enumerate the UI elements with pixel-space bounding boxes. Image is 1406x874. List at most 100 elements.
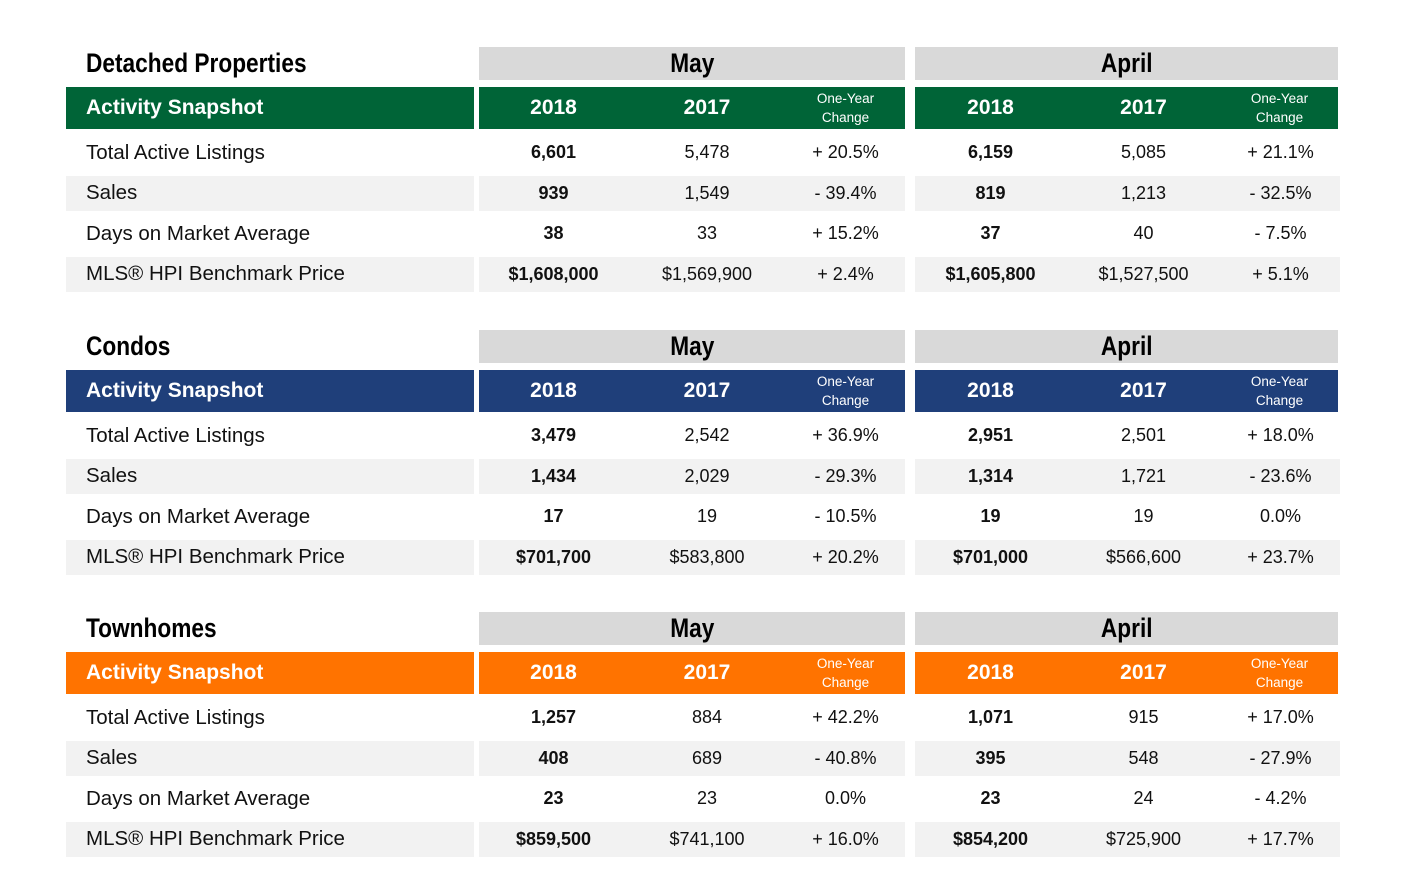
value-2018: 939	[479, 175, 628, 211]
header-band	[479, 87, 905, 129]
value-2018: 1,071	[967, 707, 1014, 727]
value-2018: $701,700	[479, 539, 628, 575]
month-label: April	[1100, 48, 1153, 78]
month-label: May	[669, 613, 715, 643]
one-year-change-header: One-Year Change	[786, 370, 905, 412]
value-2018: 37	[980, 223, 1001, 243]
change-line-1: One-Year	[816, 656, 875, 671]
change-line-1: One-Year	[1250, 374, 1309, 389]
value-change: + 5.1%	[1221, 256, 1340, 292]
row-label: Sales	[66, 458, 474, 494]
header-band	[915, 87, 1338, 129]
value-change: + 17.7%	[1221, 821, 1340, 857]
value-2018: 6,601	[530, 142, 577, 162]
month-header: April	[915, 330, 1338, 363]
value-2018: 6,159	[967, 142, 1014, 162]
value-2018: 17	[543, 506, 564, 526]
row-label: MLS® HPI Benchmark Price	[66, 821, 474, 857]
value-2017: $583,800	[628, 539, 786, 575]
year-2018-header: 2018	[530, 661, 577, 684]
value-change: - 4.2%	[1254, 788, 1307, 808]
value-2017: 33	[696, 223, 718, 243]
value-2018: 1,434	[479, 458, 628, 494]
value-2017: 23	[696, 788, 718, 808]
row-label: Total Active Listings	[86, 423, 265, 447]
value-change: + 18.0%	[1247, 425, 1314, 445]
value-2017: $1,527,500	[1066, 256, 1221, 292]
value-change: - 39.4%	[786, 175, 905, 211]
value-2018: $854,200	[915, 821, 1066, 857]
value-2017: 19	[1133, 506, 1154, 526]
year-2018-header: 2018	[530, 96, 577, 119]
value-change: - 10.5%	[814, 506, 877, 526]
activity-snapshot-header: Activity Snapshot	[66, 87, 474, 129]
change-line-2: Change	[821, 110, 870, 125]
value-change: - 23.6%	[1221, 458, 1340, 494]
value-change: + 20.2%	[786, 539, 905, 575]
year-2018-header: 2018	[967, 379, 1014, 402]
value-change: + 2.4%	[786, 256, 905, 292]
value-2017: 1,213	[1066, 175, 1221, 211]
value-change: + 21.1%	[1247, 142, 1314, 162]
value-2018: $859,500	[479, 821, 628, 857]
value-2017: 2,501	[1120, 425, 1167, 445]
value-2017: 1,721	[1066, 458, 1221, 494]
value-change: + 16.0%	[786, 821, 905, 857]
change-line-2: Change	[1255, 110, 1304, 125]
value-2017: 19	[696, 506, 718, 526]
month-header: May	[479, 330, 905, 363]
value-2018: 19	[980, 506, 1001, 526]
one-year-change-header: One-Year Change	[786, 87, 905, 129]
value-2017: 2,029	[628, 458, 786, 494]
header-band	[915, 652, 1338, 694]
year-2017-header: 2017	[1120, 96, 1167, 119]
activity-snapshot-header: Activity Snapshot	[66, 652, 474, 694]
value-2018: 38	[543, 223, 564, 243]
value-change: 0.0%	[1259, 506, 1302, 526]
row-label: Days on Market Average	[86, 221, 311, 245]
value-change: - 27.9%	[1221, 740, 1340, 776]
year-2017-header: 2017	[1120, 661, 1167, 684]
year-2017-header: 2017	[683, 661, 731, 684]
value-change: + 42.2%	[812, 707, 879, 727]
year-2018-header: 2018	[967, 661, 1014, 684]
value-2017: 915	[1128, 707, 1159, 727]
value-2018: 395	[915, 740, 1066, 776]
row-label: Sales	[66, 740, 474, 776]
value-2017: 5,085	[1120, 142, 1167, 162]
value-2017: 548	[1066, 740, 1221, 776]
value-2017: 5,478	[684, 142, 730, 162]
value-change: - 7.5%	[1254, 223, 1307, 243]
change-line-1: One-Year	[816, 374, 875, 389]
month-header: April	[915, 612, 1338, 645]
section-condos: Condos May April Activity Snapshot 2018 2017 O…	[0, 330, 1406, 592]
value-2018: 1,257	[530, 707, 577, 727]
month-label: April	[1100, 613, 1153, 643]
year-2017-header: 2017	[683, 379, 731, 402]
value-2017: 2,542	[684, 425, 730, 445]
month-label: May	[669, 331, 715, 361]
header-band	[479, 652, 905, 694]
value-2017: 1,549	[628, 175, 786, 211]
row-label: Days on Market Average	[86, 504, 311, 528]
year-2017-header: 2017	[1120, 379, 1167, 402]
change-line-2: Change	[821, 675, 870, 690]
change-line-1: One-Year	[1250, 656, 1309, 671]
value-2017: 24	[1133, 788, 1154, 808]
row-label: MLS® HPI Benchmark Price	[66, 539, 474, 575]
change-line-1: One-Year	[816, 91, 875, 106]
change-line-2: Change	[1255, 393, 1304, 408]
one-year-change-header: One-Year Change	[1221, 370, 1338, 412]
section-title: Detached Properties	[86, 48, 307, 78]
value-2018: $1,605,800	[915, 256, 1066, 292]
value-change: + 15.2%	[812, 223, 879, 243]
header-band	[915, 370, 1338, 412]
year-2018-header: 2018	[530, 379, 577, 402]
value-2017: $725,900	[1066, 821, 1221, 857]
value-2017: $1,569,900	[628, 256, 786, 292]
value-change: + 20.5%	[812, 142, 879, 162]
value-2017: 884	[691, 707, 723, 727]
value-change: 0.0%	[824, 788, 867, 808]
section-title: Condos	[86, 331, 171, 361]
month-header: May	[479, 47, 905, 80]
